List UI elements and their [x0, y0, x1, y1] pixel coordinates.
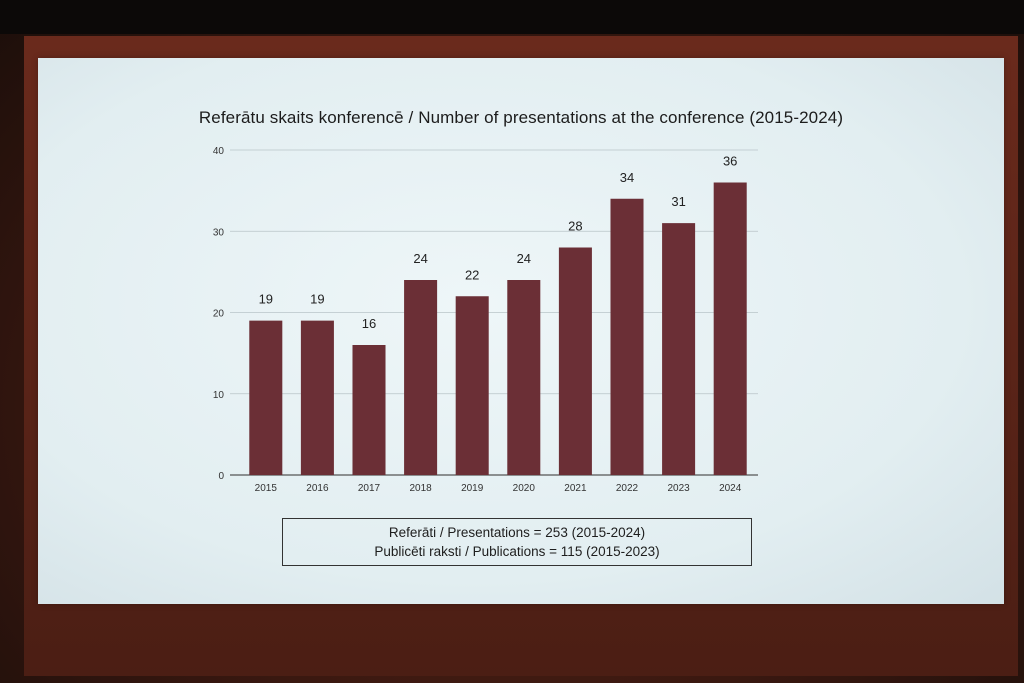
y-tick-label: 10	[213, 390, 225, 401]
y-tick-label: 20	[213, 309, 225, 320]
slide: Referātu skaits konferencē / Number of p…	[38, 58, 1004, 604]
x-tick-label: 2015	[255, 483, 278, 494]
bar	[610, 198, 644, 475]
y-tick-label: 0	[218, 471, 224, 482]
bar	[558, 247, 592, 475]
data-label: 16	[362, 316, 376, 331]
y-tick-label: 40	[213, 146, 225, 157]
bar	[713, 182, 747, 475]
x-tick-label: 2024	[719, 483, 742, 494]
data-label: 22	[465, 267, 479, 282]
data-label: 36	[723, 154, 737, 169]
x-tick-label: 2020	[513, 483, 536, 494]
bar-chart: 0 10 20 30 40 19 2015 19 2016 16 2017 24 2018 22 2019 2…	[213, 146, 758, 494]
bar	[300, 320, 334, 475]
bar	[404, 280, 438, 475]
bar	[455, 296, 489, 475]
x-tick-label: 2021	[564, 483, 587, 494]
bar	[249, 320, 283, 475]
x-tick-label: 2019	[461, 483, 484, 494]
summary-presentations: Referāti / Presentations = 253 (2015-202…	[388, 525, 646, 540]
data-label: 24	[517, 251, 531, 266]
x-tick-label: 2018	[409, 483, 432, 494]
data-label: 34	[620, 170, 634, 185]
summary-publications: Publicēti raksti / Publications = 115 (2…	[374, 544, 660, 559]
y-tick-label: 30	[213, 227, 225, 238]
ceiling	[0, 0, 1024, 34]
x-tick-label: 2016	[306, 483, 329, 494]
x-tick-label: 2022	[616, 483, 639, 494]
data-label: 19	[310, 292, 324, 307]
data-label: 28	[568, 219, 582, 234]
data-label: 19	[259, 292, 273, 307]
chart-title: Referātu skaits konferencē / Number of p…	[198, 108, 844, 127]
bar	[507, 280, 541, 475]
data-label: 31	[671, 194, 685, 209]
bar	[352, 345, 386, 475]
x-tick-label: 2017	[358, 483, 381, 494]
summary-box: Referāti / Presentations = 253 (2015-202…	[282, 518, 752, 566]
data-label: 24	[413, 251, 427, 266]
bar	[662, 223, 696, 475]
x-tick-label: 2023	[667, 483, 690, 494]
